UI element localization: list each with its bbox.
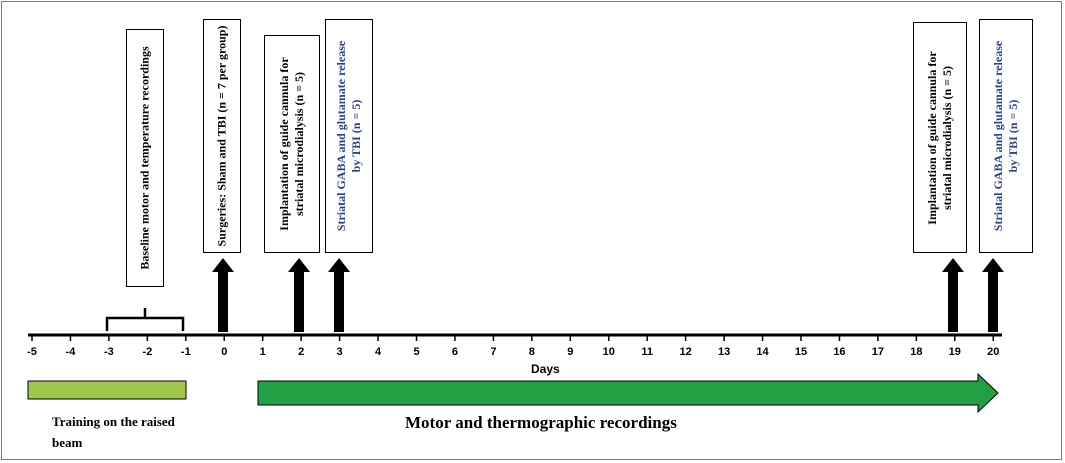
tick-label: 8: [529, 346, 535, 358]
tick-label: 13: [718, 346, 730, 358]
tick-label: 19: [949, 346, 961, 358]
arrow-day0: [212, 258, 234, 332]
baseline-box: Baseline motor and temperature recording…: [126, 29, 164, 287]
baseline-text: Baseline motor and temperature recording…: [137, 46, 152, 270]
implant-day19-box: Implantation of guide cannula for striat…: [913, 22, 967, 253]
tick-label: 16: [833, 346, 845, 358]
release-day3-box: Striatal GABA and glutamate release by T…: [325, 19, 373, 253]
tick-label: -1: [181, 346, 191, 358]
tick-label: 15: [795, 346, 807, 358]
arrow-day20: [982, 258, 1004, 332]
tick-label: 5: [413, 346, 419, 358]
tick-label: 1: [260, 346, 266, 358]
axis-title: Days: [531, 362, 560, 376]
baseline-bracket: [105, 308, 185, 331]
tick-label: 18: [910, 346, 922, 358]
tick-label: 3: [337, 346, 343, 358]
arrow-day3: [328, 258, 350, 332]
training-bar: [27, 380, 187, 400]
arrow-day19: [942, 258, 964, 332]
tick-label: -4: [66, 346, 77, 358]
surgeries-text: Surgeries: Sham and TBI (n = 7 per group…: [214, 25, 229, 247]
tick-label: 6: [452, 346, 458, 358]
tick-label: 11: [641, 346, 653, 358]
release-day3-text: Striatal GABA and glutamate release by T…: [334, 40, 363, 232]
tick-label: 7: [490, 346, 496, 358]
tick-label: 20: [987, 346, 999, 358]
arrow-day2: [288, 258, 310, 332]
release-day20-text: Striatal GABA and glutamate release by T…: [991, 40, 1020, 232]
tick-label: -5: [27, 346, 37, 358]
tick-label: 9: [567, 346, 573, 358]
tick-group: -5 -4 -3 -2 -1 0 1 2 3 4 5 6 7 8 9 10 11 12 13 14 15 16 17 18 19…: [27, 335, 999, 358]
tick-label: 12: [680, 346, 692, 358]
implant-day2-text: Implantation of guide cannula for striat…: [277, 57, 306, 231]
implant-day2-box: Implantation of guide cannula for striat…: [264, 35, 320, 253]
tick-label: -3: [104, 346, 114, 358]
surgeries-box: Surgeries: Sham and TBI (n = 7 per group…: [203, 19, 241, 253]
motor-label: Motor and thermographic recordings: [405, 413, 677, 432]
tick-label: 2: [298, 346, 304, 358]
tick-label: 17: [872, 346, 884, 358]
motor-recordings-arrow: [257, 372, 999, 414]
implant-day19-text: Implantation of guide cannula for striat…: [925, 50, 954, 225]
tick-label: 14: [756, 346, 769, 358]
tick-label: 4: [375, 346, 382, 358]
tick-label: -2: [142, 346, 152, 358]
training-label: Training on the raised beam: [52, 414, 175, 450]
tick-label: 10: [603, 346, 615, 358]
release-day20-box: Striatal GABA and glutamate release by T…: [979, 19, 1033, 253]
tick-label: 0: [221, 346, 227, 358]
